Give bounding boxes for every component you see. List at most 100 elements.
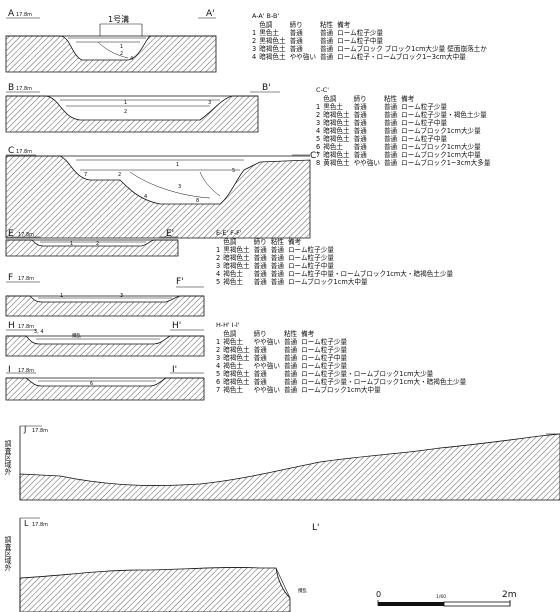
legend-row: 2 暗褐色土 普通 普通 ローム粒子少量 — [216, 346, 348, 354]
legend-title: C-C' — [316, 86, 329, 94]
section-a-right-label: A' — [206, 9, 215, 19]
legend-row: 6 暗褐色土 普通 普通 ローム粒子少量・ロームブロック1cm大・暗褐色土少量 — [216, 378, 467, 386]
svg-text:5: 5 — [232, 168, 235, 174]
section-a-left-label: A — [8, 9, 15, 19]
scale-ratio: 1/60 — [436, 594, 446, 600]
disturbance-label: 攪乱 — [72, 332, 81, 339]
section-h-left-label: H — [8, 321, 15, 331]
legend-c: C-C' 色調 締り 粘性 備考 1 黒色土 普通 普通 ローム粒子少量 2 暗褐色土 普通 普通… — [316, 86, 494, 167]
svg-text:3: 3 — [208, 100, 211, 106]
section-e: E 17.8m E' 1 2 — [5, 229, 179, 257]
section-h-right-label: H' — [172, 321, 181, 331]
section-j-left-label: J — [23, 425, 26, 434]
section-i: I 17.8m I' 6 — [5, 365, 205, 401]
pit-label: 1号溝 — [108, 14, 129, 24]
svg-text:3, 4: 3, 4 — [34, 329, 44, 335]
legend-row: 3 暗褐色土 普通 普通 ローム粒子中量 — [216, 262, 334, 270]
svg-text:3: 3 — [178, 184, 181, 190]
section-b-elevation: 17.8m — [16, 86, 32, 92]
section-f: F 17.8m F' 1 3 — [5, 273, 205, 317]
legend-row: 7 暗褐色土 普通 普通 ロームブロック1cm大中量 — [316, 151, 481, 159]
svg-text:7: 7 — [84, 172, 87, 178]
legend-row: 5 暗褐色土 普通 普通 ローム粒子中量 — [316, 135, 448, 143]
legend-ef: E-E' F-F' 色調 締り 粘性 備考 1 黒褐色土 普通 普通 ローム粒子少量 2 暗褐… — [216, 229, 457, 286]
svg-text:2: 2 — [124, 109, 127, 115]
section-i-left-label: I — [8, 365, 11, 375]
legend-row: 5 褐色土 普通 普通 ロームブロック1cm大中量 — [216, 278, 368, 286]
legend-header: 色調 締り 粘性 備考 — [223, 330, 315, 338]
section-b-right-label: B' — [262, 83, 271, 93]
section-c-right-label: C' — [310, 151, 319, 161]
scale-bar: 0 1/60 2m — [376, 590, 517, 607]
legend-header: 色調 締り 粘性 備考 — [223, 238, 302, 246]
legend-row: 2 暗褐色土 普通 普通 ローム粒子少量・褐色土少量 — [316, 111, 487, 119]
svg-text:2: 2 — [120, 51, 123, 57]
legend-header: 色調 締り 粘性 備考 — [259, 21, 351, 29]
section-h-elevation: 17.8m — [18, 324, 34, 330]
section-e-elevation: 17.8m — [18, 232, 34, 238]
legend-row: 4 暗褐色土 やや強い 普通 ローム粒子・ロームブロック1~3cm大中量 — [252, 53, 466, 61]
scale-end: 2m — [502, 590, 517, 600]
section-l-elevation: 17.8m — [32, 522, 48, 528]
section-j-elevation: 17.8m — [32, 428, 48, 434]
legend-row: 3 暗褐色土 普通 普通 ロームブロック ブロック1cm大少量 壁面崩落土か — [252, 45, 487, 53]
section-b: B 17.8m B' 1 2 3 — [5, 83, 280, 133]
section-j-side-note: 調査区域外 — [4, 439, 12, 476]
svg-text:3: 3 — [120, 293, 123, 299]
section-l-side-note: 調査区域外 — [4, 535, 12, 572]
svg-text:8: 8 — [196, 198, 199, 204]
disturbance-label-l: 攪乱 — [298, 587, 307, 594]
legend-row: 1 黒色土 普通 普通 ローム粒子少量 — [316, 103, 448, 111]
section-a-elevation: 17.8m — [16, 12, 32, 18]
section-j: J 17.8m 調査区域外 — [4, 425, 560, 501]
svg-text:4: 4 — [144, 194, 147, 200]
legend-ab: A-A' B-B' 色調 締り 粘性 備考 1 黒色土 普通 普通 ローム粒子少量 2 黒褐色… — [252, 12, 491, 61]
section-h: H 17.8m H' 攪乱 3, 4 — [5, 321, 205, 357]
legend-row: 5 暗褐色土 普通 普通 ローム粒子少量・ロームブロック1cm大少量 — [216, 370, 434, 378]
section-b-left-label: B — [8, 83, 14, 93]
legend-row: 1 褐色土 やや強い 普通 ローム粒子少量 — [216, 338, 348, 346]
section-c-elevation: 17.8m — [16, 149, 32, 155]
legend-header: 色調 締り 粘性 備考 — [323, 95, 415, 103]
legend-title: E-E' F-F' — [216, 229, 242, 237]
svg-text:2: 2 — [118, 172, 121, 178]
legend-row: 4 褐色土 普通 普通 ローム粒子中量・ロームブロック1cm大・暗褐色土少量 — [216, 270, 454, 278]
svg-text:1: 1 — [176, 162, 179, 168]
section-l-right-label: L' — [312, 523, 320, 533]
legend-row: 3 暗褐色土 普通 普通 ローム粒子中量 — [316, 119, 448, 127]
svg-text:6: 6 — [90, 381, 93, 387]
section-l-left-label: L — [24, 519, 29, 528]
legend-row: 8 黄褐色土 やや強い 普通 ロームブロック1~3cm大多量 — [316, 159, 491, 167]
section-a: 1号溝 A 17.8m A' 1 2 4 — [5, 9, 217, 73]
legend-title: A-A' B-B' — [252, 12, 280, 20]
legend-title: H-H' I-I' — [216, 321, 240, 329]
svg-text:2: 2 — [96, 241, 99, 247]
legend-row: 2 暗褐色土 普通 普通 ローム粒子少量 — [216, 254, 334, 262]
legend-row: 1 黒褐色土 普通 普通 ローム粒子少量 — [216, 246, 334, 254]
section-l: L 17.8m L' 攪乱 調査区域外 — [4, 517, 320, 612]
section-c-left-label: C — [8, 146, 14, 156]
section-e-right-label: E' — [166, 229, 174, 239]
legend-row: 7 褐色土 やや強い 普通 ロームブロック1cm大中量 — [216, 386, 381, 394]
svg-text:4: 4 — [130, 56, 133, 62]
section-i-right-label: I' — [172, 365, 177, 375]
section-c: C 17.8m C' 1 2 3 4 5 7 8 — [5, 146, 319, 239]
svg-text:1: 1 — [120, 44, 123, 50]
section-e-left-label: E — [8, 229, 14, 239]
svg-text:1: 1 — [124, 100, 127, 106]
section-f-left-label: F — [8, 273, 13, 283]
legend-row: 4 褐色土 やや強い 普通 ローム粒子少量 — [216, 362, 348, 370]
legend-row: 2 黒褐色土 普通 普通 ローム粒子中量 — [252, 37, 384, 45]
legend-row: 6 褐色土 普通 普通 ロームブロック1cm大少量 — [316, 143, 481, 151]
section-f-elevation: 17.8m — [18, 276, 34, 282]
legend-row: 4 暗褐色土 普通 普通 ロームブロック1cm大少量 — [316, 127, 481, 135]
section-f-right-label: F' — [176, 277, 184, 287]
section-i-elevation: 17.8m — [18, 368, 34, 374]
legend-row: 1 黒色土 普通 普通 ローム粒子少量 — [252, 29, 384, 37]
scale-zero: 0 — [376, 590, 381, 599]
svg-text:1: 1 — [60, 293, 63, 299]
legend-row: 3 暗褐色土 普通 普通 ローム粒子中量 — [216, 354, 348, 362]
svg-text:1: 1 — [70, 241, 73, 247]
